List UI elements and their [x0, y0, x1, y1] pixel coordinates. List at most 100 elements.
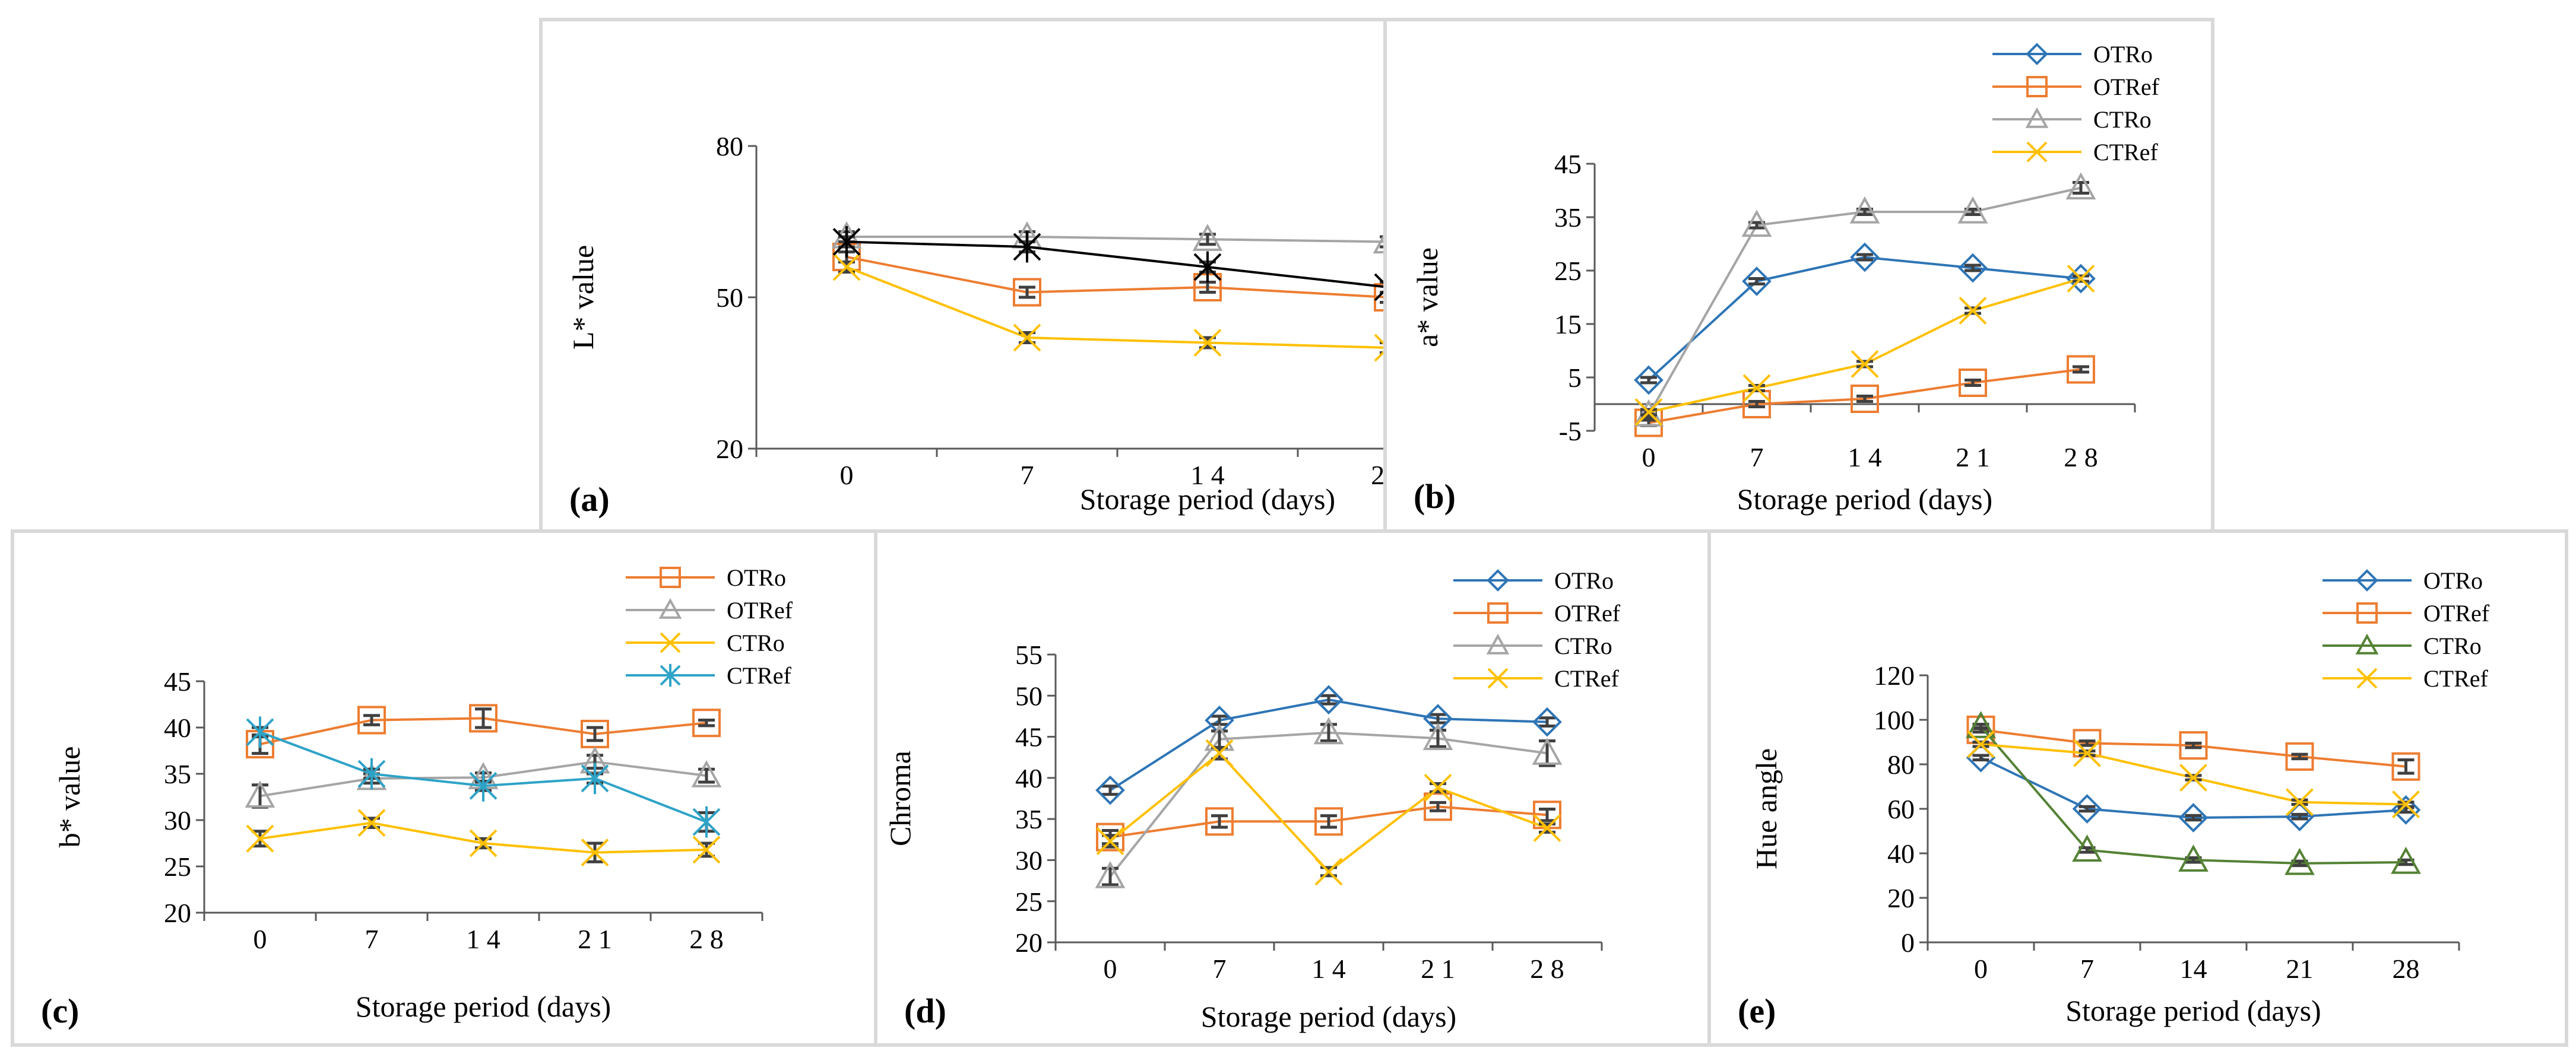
data-point — [1742, 266, 1772, 296]
data-point — [1532, 738, 1563, 765]
x-tick-label: 2 8 — [2064, 442, 2098, 472]
legend-label: CTRo — [2423, 633, 2482, 659]
data-point — [2178, 844, 2209, 872]
series-CTRo — [1966, 711, 2421, 875]
data-point — [245, 780, 275, 808]
legend-marker — [1487, 668, 1509, 689]
data-point — [2391, 846, 2421, 874]
data-point — [691, 760, 722, 787]
error-bar — [1748, 277, 1765, 285]
data-point — [1957, 196, 1988, 224]
error-bar — [1430, 713, 1446, 725]
error-bar — [1430, 801, 1446, 812]
data-point — [1959, 297, 1987, 325]
legend-marker — [2026, 43, 2048, 65]
series-CTRef — [246, 716, 721, 838]
series-OTRo — [246, 704, 721, 759]
data-point — [692, 709, 721, 738]
chart-b: -5 5 15 25 35 45 0 7 1 4 2 1 2 8 Storage period (da… — [1411, 41, 2160, 516]
x-tick-label: 7 — [1021, 460, 1034, 490]
series-line — [1980, 756, 2406, 820]
x-axis-title: Storage period (days) — [2065, 994, 2321, 1027]
legend-marker — [2026, 141, 2048, 163]
x-tick-label: 2 8 — [1530, 954, 1564, 984]
error-bar — [475, 707, 492, 729]
x-tick-label: 2 1 — [1421, 954, 1455, 984]
data-point — [1193, 251, 1222, 283]
legend-marker — [660, 567, 681, 588]
data-point — [1013, 231, 1041, 263]
legend-marker — [660, 663, 681, 687]
series-CTRo — [246, 809, 721, 867]
data-point — [2285, 847, 2315, 875]
error-bar — [2185, 741, 2202, 749]
y-axis-title: L* value — [566, 245, 600, 350]
legend-label: CTRef — [1554, 665, 1620, 692]
data-point — [692, 836, 721, 864]
y-tick-label: 55 — [1015, 640, 1043, 670]
legend-marker — [2355, 633, 2379, 655]
legend-marker — [2025, 107, 2049, 128]
error-bar — [698, 719, 715, 728]
data-point — [1966, 711, 1996, 738]
data-point — [2179, 731, 2208, 760]
data-point — [1849, 196, 1880, 224]
panel-d: 20 25 30 35 40 45 50 55 0 7 1 4 2 1 2 8 Storage perio… — [874, 529, 1711, 1047]
data-point — [1741, 209, 1772, 237]
error-bar — [2078, 805, 2096, 813]
y-tick-label: 40 — [1887, 839, 1915, 869]
y-tick-label: 5 — [1568, 363, 1582, 393]
data-point — [1205, 807, 1234, 836]
data-point — [1314, 685, 1344, 715]
error-bar — [1856, 395, 1873, 403]
data-point — [2072, 834, 2102, 862]
x-tick-label: 2 8 — [689, 924, 724, 954]
panel-label: (d) — [904, 992, 946, 1030]
error-bar — [1320, 694, 1337, 706]
legend-marker — [2026, 76, 2048, 97]
data-point — [1742, 390, 1771, 418]
error-bar — [2291, 812, 2308, 821]
error-bar — [1965, 379, 1981, 387]
data-point — [1095, 861, 1126, 888]
legend-label: OTRo — [2093, 41, 2153, 68]
data-point — [357, 809, 386, 837]
chart-d: 20 25 30 35 40 45 50 55 0 7 1 4 2 1 2 8 Storage perio… — [883, 567, 1621, 1033]
y-tick-label: 50 — [1015, 681, 1043, 711]
legend-marker — [658, 598, 682, 619]
data-point — [2392, 790, 2420, 818]
error-bar — [2185, 814, 2202, 822]
y-tick-label: 25 — [1554, 256, 1582, 286]
y-tick-label: 60 — [1887, 794, 1915, 824]
legend-marker — [660, 632, 681, 653]
data-point — [2391, 752, 2420, 781]
x-tick-label: 7 — [1750, 442, 1764, 472]
x-tick-label: 1 4 — [466, 924, 500, 954]
error-bar — [587, 726, 603, 742]
y-tick-label: 30 — [164, 805, 191, 836]
y-axis-title: Hue angle — [1750, 748, 1783, 869]
y-tick-label: 15 — [1554, 309, 1582, 339]
data-point — [2066, 263, 2096, 294]
x-tick-label: 2 1 — [578, 924, 612, 954]
y-tick-label: 100 — [1874, 705, 1915, 735]
error-bar — [1539, 808, 1555, 822]
x-tick-label: 1 4 — [1311, 954, 1346, 984]
legend-label: OTRef — [2423, 600, 2490, 627]
data-point — [1013, 278, 1041, 307]
x-tick-label: 1 4 — [1848, 442, 1882, 472]
data-point — [1422, 723, 1453, 750]
legend: OTRo OTRef CTRo CTRef — [2322, 567, 2490, 692]
y-tick-label: 25 — [164, 852, 191, 882]
data-point — [692, 806, 721, 838]
data-point — [581, 839, 609, 867]
y-tick-label: 40 — [1015, 763, 1043, 793]
x-tick-label: 7 — [2080, 954, 2094, 984]
error-bar — [1539, 716, 1555, 728]
legend-marker — [2356, 569, 2378, 592]
data-point — [581, 719, 609, 748]
legend-label: OTRef — [727, 597, 793, 624]
legend: OTRo OTRef CTRo CTRef — [1453, 567, 1621, 692]
error-bar — [1102, 866, 1119, 887]
data-point — [357, 706, 386, 735]
